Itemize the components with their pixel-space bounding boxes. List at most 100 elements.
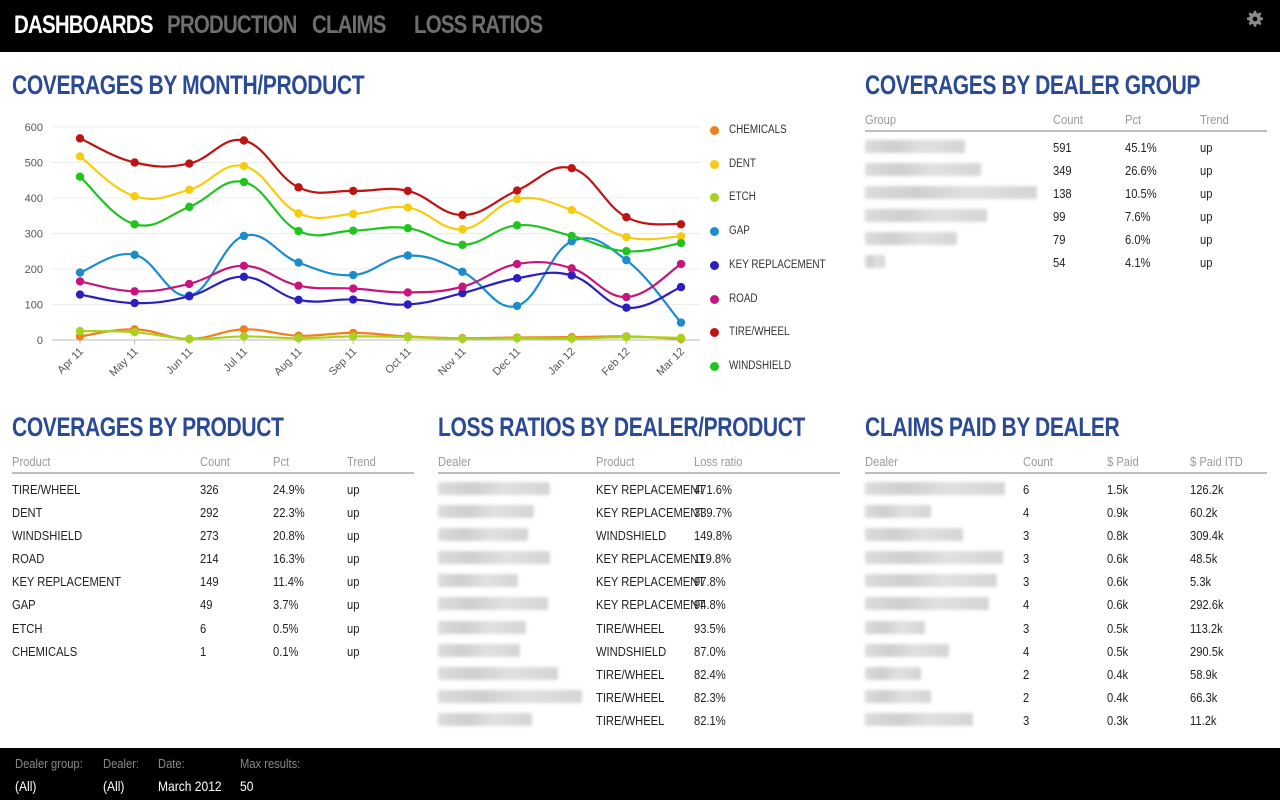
table-row[interactable]: 79 6.0% up (865, 227, 1267, 250)
data-point-key-replacement[interactable] (512, 274, 522, 283)
data-point-etch[interactable] (622, 332, 631, 342)
data-point-gap[interactable] (294, 258, 303, 267)
data-point-gap[interactable] (130, 250, 139, 259)
data-point-dent[interactable] (403, 203, 413, 212)
table-row[interactable]: 54 4.1% up (865, 250, 1267, 273)
data-point-etch[interactable] (676, 333, 686, 343)
data-point-windshield[interactable] (458, 240, 467, 250)
table-row[interactable]: TIRE/WHEEL 326 24.9% up (12, 477, 414, 500)
table-row[interactable]: 2 0.4k 58.9k (865, 662, 1267, 685)
data-point-etch[interactable] (512, 334, 522, 343)
table-row[interactable]: 99 7.6% up (865, 204, 1267, 227)
data-point-key-replacement[interactable] (75, 290, 85, 299)
data-point-road[interactable] (294, 281, 303, 290)
data-point-etch[interactable] (185, 334, 194, 344)
data-point-tire-wheel[interactable] (239, 136, 249, 145)
data-point-road[interactable] (403, 288, 413, 297)
table-row[interactable]: KEY REPLACEMENT 149 11.4% up (12, 569, 414, 592)
data-point-road[interactable] (185, 279, 194, 289)
data-point-tire-wheel[interactable] (75, 134, 85, 143)
table-row[interactable]: 2 0.4k 66.3k (865, 685, 1267, 708)
data-point-dent[interactable] (348, 209, 358, 219)
data-point-windshield[interactable] (567, 231, 576, 241)
table-row[interactable]: 3 0.6k 48.5k (865, 546, 1267, 569)
table-row[interactable]: KEY REPLACEMENT 94.8% (438, 592, 840, 615)
data-point-windshield[interactable] (403, 223, 413, 233)
table-row[interactable]: TIRE/WHEEL 93.5% (438, 616, 840, 639)
data-point-windshield[interactable] (622, 247, 631, 256)
table-row[interactable]: GAP 49 3.7% up (12, 592, 414, 615)
data-point-key-replacement[interactable] (403, 300, 413, 309)
data-point-dent[interactable] (458, 225, 467, 234)
data-point-dent[interactable] (622, 232, 631, 242)
data-point-gap[interactable] (348, 270, 358, 280)
data-point-etch[interactable] (348, 332, 358, 341)
table-row[interactable]: WINDSHIELD 87.0% (438, 639, 840, 662)
data-point-road[interactable] (567, 264, 576, 273)
data-point-tire-wheel[interactable] (512, 186, 522, 195)
table-row[interactable]: 3 0.5k 113.2k (865, 616, 1267, 639)
data-point-windshield[interactable] (185, 202, 194, 212)
data-point-road[interactable] (458, 282, 467, 291)
table-row[interactable]: 4 0.6k 292.6k (865, 592, 1267, 615)
data-point-key-replacement[interactable] (567, 271, 576, 280)
data-point-dent[interactable] (567, 205, 576, 215)
data-point-key-replacement[interactable] (676, 282, 686, 292)
table-row[interactable]: WINDSHIELD 273 20.8% up (12, 523, 414, 546)
data-point-etch[interactable] (403, 332, 413, 342)
data-point-windshield[interactable] (676, 238, 686, 248)
data-point-key-replacement[interactable] (294, 295, 303, 305)
nav-tab-production[interactable]: PRODUCTION (167, 11, 297, 39)
data-point-key-replacement[interactable] (130, 298, 139, 308)
data-point-etch[interactable] (239, 332, 249, 341)
data-point-road[interactable] (512, 259, 522, 269)
data-point-chemicals[interactable] (239, 325, 249, 334)
table-row[interactable]: 6 1.5k 126.2k (865, 477, 1267, 500)
data-point-tire-wheel[interactable] (676, 220, 686, 229)
table-row[interactable]: DENT 292 22.3% up (12, 500, 414, 523)
data-point-road[interactable] (676, 259, 686, 269)
table-row[interactable]: WINDSHIELD 149.8% (438, 523, 840, 546)
data-point-key-replacement[interactable] (622, 303, 631, 312)
table-row[interactable]: ETCH 6 0.5% up (12, 616, 414, 639)
table-row[interactable]: 349 26.6% up (865, 158, 1267, 181)
nav-tab-claims[interactable]: CLAIMS (312, 11, 386, 39)
data-point-road[interactable] (130, 287, 139, 296)
data-point-road[interactable] (239, 261, 249, 271)
table-row[interactable]: CHEMICALS 1 0.1% up (12, 639, 414, 662)
data-point-dent[interactable] (294, 209, 303, 218)
table-row[interactable]: TIRE/WHEEL 82.4% (438, 662, 840, 685)
data-point-etch[interactable] (294, 334, 303, 343)
data-point-gap[interactable] (75, 268, 85, 277)
data-point-windshield[interactable] (348, 226, 358, 235)
data-point-gap[interactable] (239, 231, 249, 241)
data-point-dent[interactable] (185, 185, 194, 195)
data-point-dent[interactable] (75, 152, 85, 161)
filter-max-results[interactable]: 50 (240, 778, 254, 794)
data-point-gap[interactable] (458, 267, 467, 277)
data-point-etch[interactable] (567, 334, 576, 343)
table-row[interactable]: KEY REPLACEMENT 97.8% (438, 569, 840, 592)
table-row[interactable]: 4 0.5k 290.5k (865, 639, 1267, 662)
table-row[interactable]: KEY REPLACEMENT 119.8% (438, 546, 840, 569)
nav-tab-loss-ratios[interactable]: LOSS RATIOS (414, 11, 543, 39)
data-point-key-replacement[interactable] (239, 272, 249, 282)
gear-icon[interactable] (1246, 10, 1264, 28)
table-row[interactable]: TIRE/WHEEL 82.3% (438, 685, 840, 708)
data-point-windshield[interactable] (294, 226, 303, 236)
table-row[interactable]: ROAD 214 16.3% up (12, 546, 414, 569)
table-row[interactable]: 591 45.1% up (865, 135, 1267, 158)
table-row[interactable]: 138 10.5% up (865, 181, 1267, 204)
data-point-etch[interactable] (130, 327, 139, 337)
table-row[interactable]: 3 0.3k 11.2k (865, 708, 1267, 731)
table-row[interactable]: TIRE/WHEEL 82.1% (438, 708, 840, 731)
filter-date[interactable]: March 2012 (158, 778, 222, 794)
data-point-windshield[interactable] (512, 221, 522, 230)
table-row[interactable]: 4 0.9k 60.2k (865, 500, 1267, 523)
data-point-key-replacement[interactable] (185, 292, 194, 301)
data-point-road[interactable] (348, 284, 358, 293)
data-point-road[interactable] (75, 277, 85, 286)
data-point-gap[interactable] (403, 251, 413, 260)
data-point-dent[interactable] (676, 232, 686, 241)
data-point-road[interactable] (622, 292, 631, 302)
